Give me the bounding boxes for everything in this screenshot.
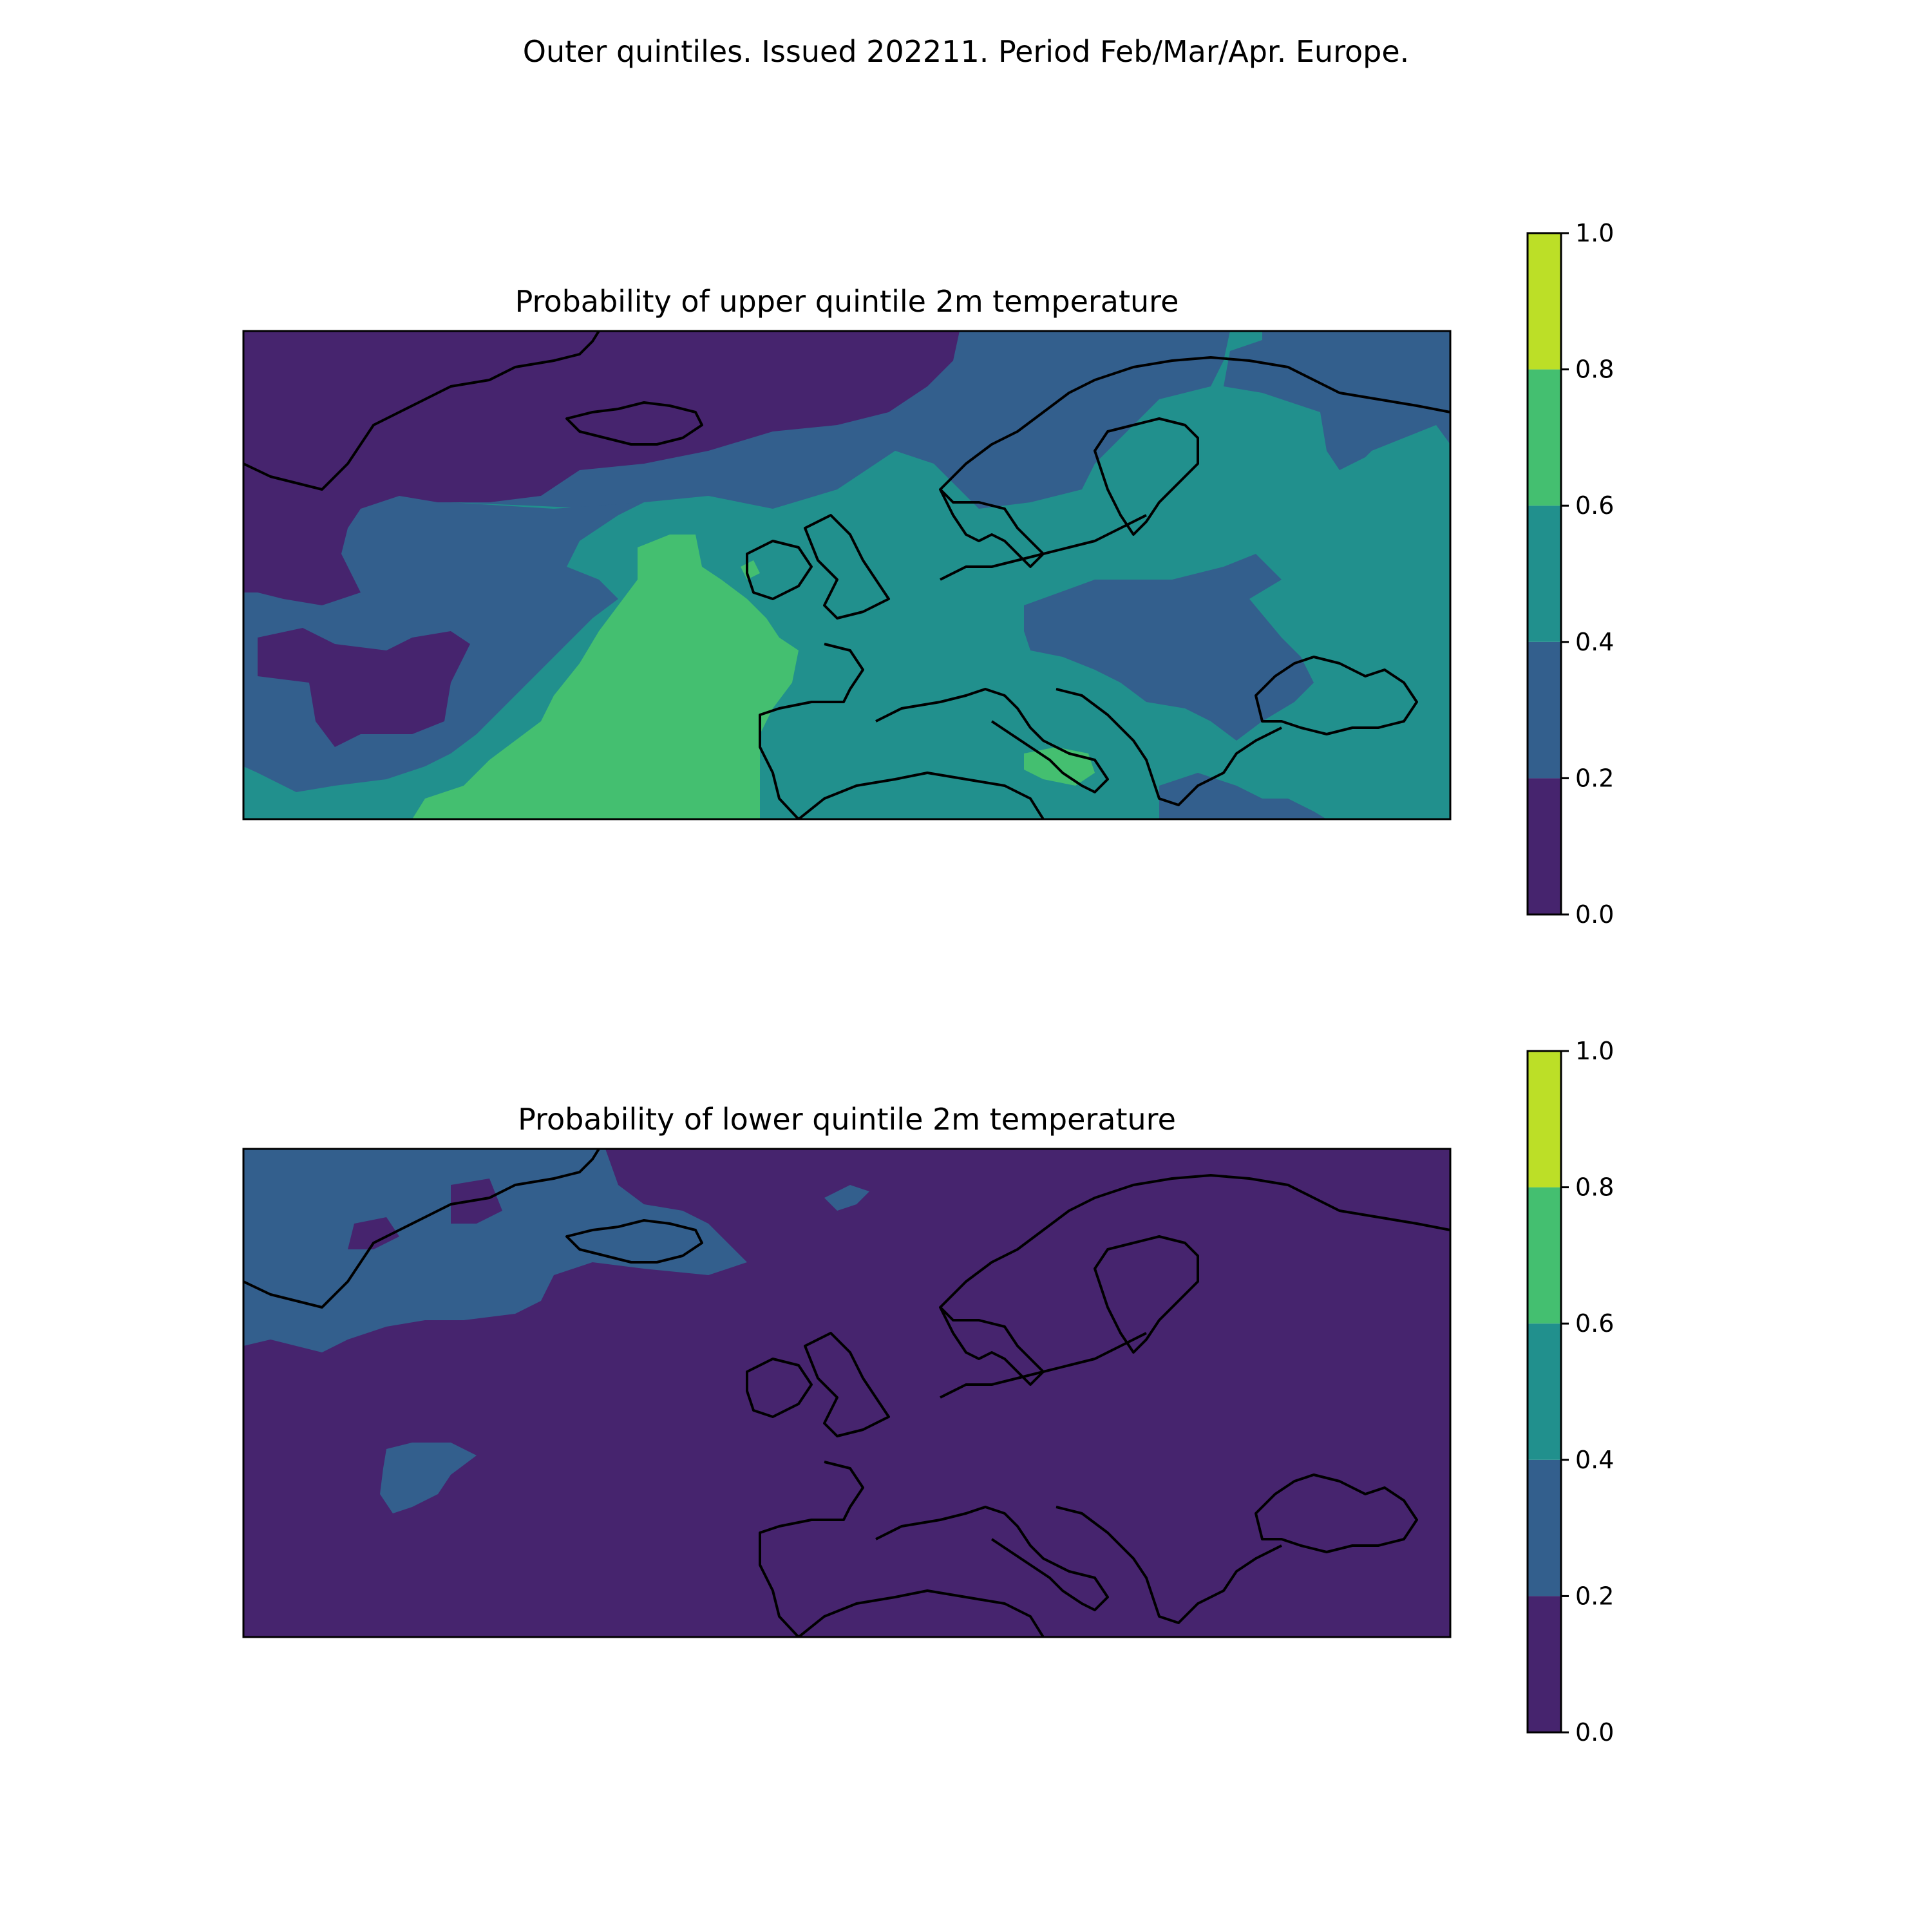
upper-quintile-colorbar-segment-0 — [1528, 778, 1561, 914]
lower-quintile-colorbar-tick-label: 0.4 — [1575, 1446, 1614, 1474]
lower-quintile-denmark-strait-region — [824, 1185, 869, 1211]
figure-suptitle: Outer quintiles. Issued 202211. Period F… — [523, 34, 1410, 69]
upper-quintile-colorbar-tick-label: 1.0 — [1575, 219, 1614, 247]
upper-quintile-central-europe-region — [1024, 554, 1314, 741]
upper-quintile-colorbar-segment-1 — [1528, 641, 1561, 779]
lower-quintile-greenland-region — [243, 1149, 747, 1352]
lower-quintile-colorbar-tick-label: 0.8 — [1575, 1173, 1614, 1202]
upper-quintile-colorbar-tick-label: 0.8 — [1575, 355, 1614, 384]
lower-quintile-map — [243, 1149, 1450, 1637]
upper-quintile-colorbar-segment-4 — [1528, 233, 1561, 370]
upper-quintile-east-atlantic-region — [412, 535, 799, 819]
lower-quintile-colorbar-segment-3 — [1528, 1187, 1561, 1324]
upper-quintile-colorbar: 0.0 0.2 0.4 0.6 0.8 1.0 — [1526, 219, 1614, 929]
lower-quintile-colorbar-tick-label: 0.2 — [1575, 1582, 1614, 1610]
lower-quintile-colorbar-tick-label: 0.0 — [1575, 1718, 1614, 1747]
lower-quintile-colorbar: 0.0 0.2 0.4 0.6 0.8 1.0 — [1526, 1037, 1614, 1747]
upper-quintile-ireland-patch — [741, 560, 760, 580]
upper-quintile-map — [243, 331, 1450, 819]
lower-quintile-colorbar-segment-2 — [1528, 1323, 1561, 1460]
upper-quintile-colorbar-tick-label: 0.2 — [1575, 764, 1614, 792]
lower-quintile-greenland-low-pocket-2 — [348, 1217, 399, 1249]
upper-quintile-colorbar-frame — [1526, 232, 1562, 916]
lower-quintile-colorbar-frame — [1526, 1050, 1562, 1734]
lower-quintile-atlantic-patch — [380, 1443, 477, 1513]
lower-quintile-colorbar-segment-1 — [1528, 1459, 1561, 1596]
upper-quintile-colorbar-segment-3 — [1528, 369, 1561, 506]
lower-quintile-colorbar-tick-label: 0.6 — [1575, 1309, 1614, 1338]
upper-quintile-mid-atlantic-pocket — [258, 628, 470, 747]
upper-quintile-coastlines — [243, 331, 1450, 819]
upper-quintile-colorbar-segment-2 — [1528, 506, 1561, 642]
upper-quintile-map-title: Probability of upper quintile 2m tempera… — [515, 284, 1179, 319]
lower-quintile-colorbar-segment-4 — [1528, 1051, 1561, 1188]
upper-quintile-colorbar-tick-label: 0.6 — [1575, 491, 1614, 520]
lower-quintile-colorbar-segment-0 — [1528, 1596, 1561, 1732]
upper-quintile-map-frame — [242, 330, 1452, 820]
lower-quintile-map-frame — [242, 1148, 1452, 1638]
lower-quintile-map-title: Probability of lower quintile 2m tempera… — [518, 1102, 1176, 1137]
lower-quintile-colorbar-tick-label: 1.0 — [1575, 1037, 1614, 1065]
lower-quintile-coastlines — [243, 1149, 1450, 1637]
upper-quintile-colorbar-tick-label: 0.4 — [1575, 628, 1614, 656]
upper-quintile-colorbar-tick-label: 0.0 — [1575, 900, 1614, 929]
